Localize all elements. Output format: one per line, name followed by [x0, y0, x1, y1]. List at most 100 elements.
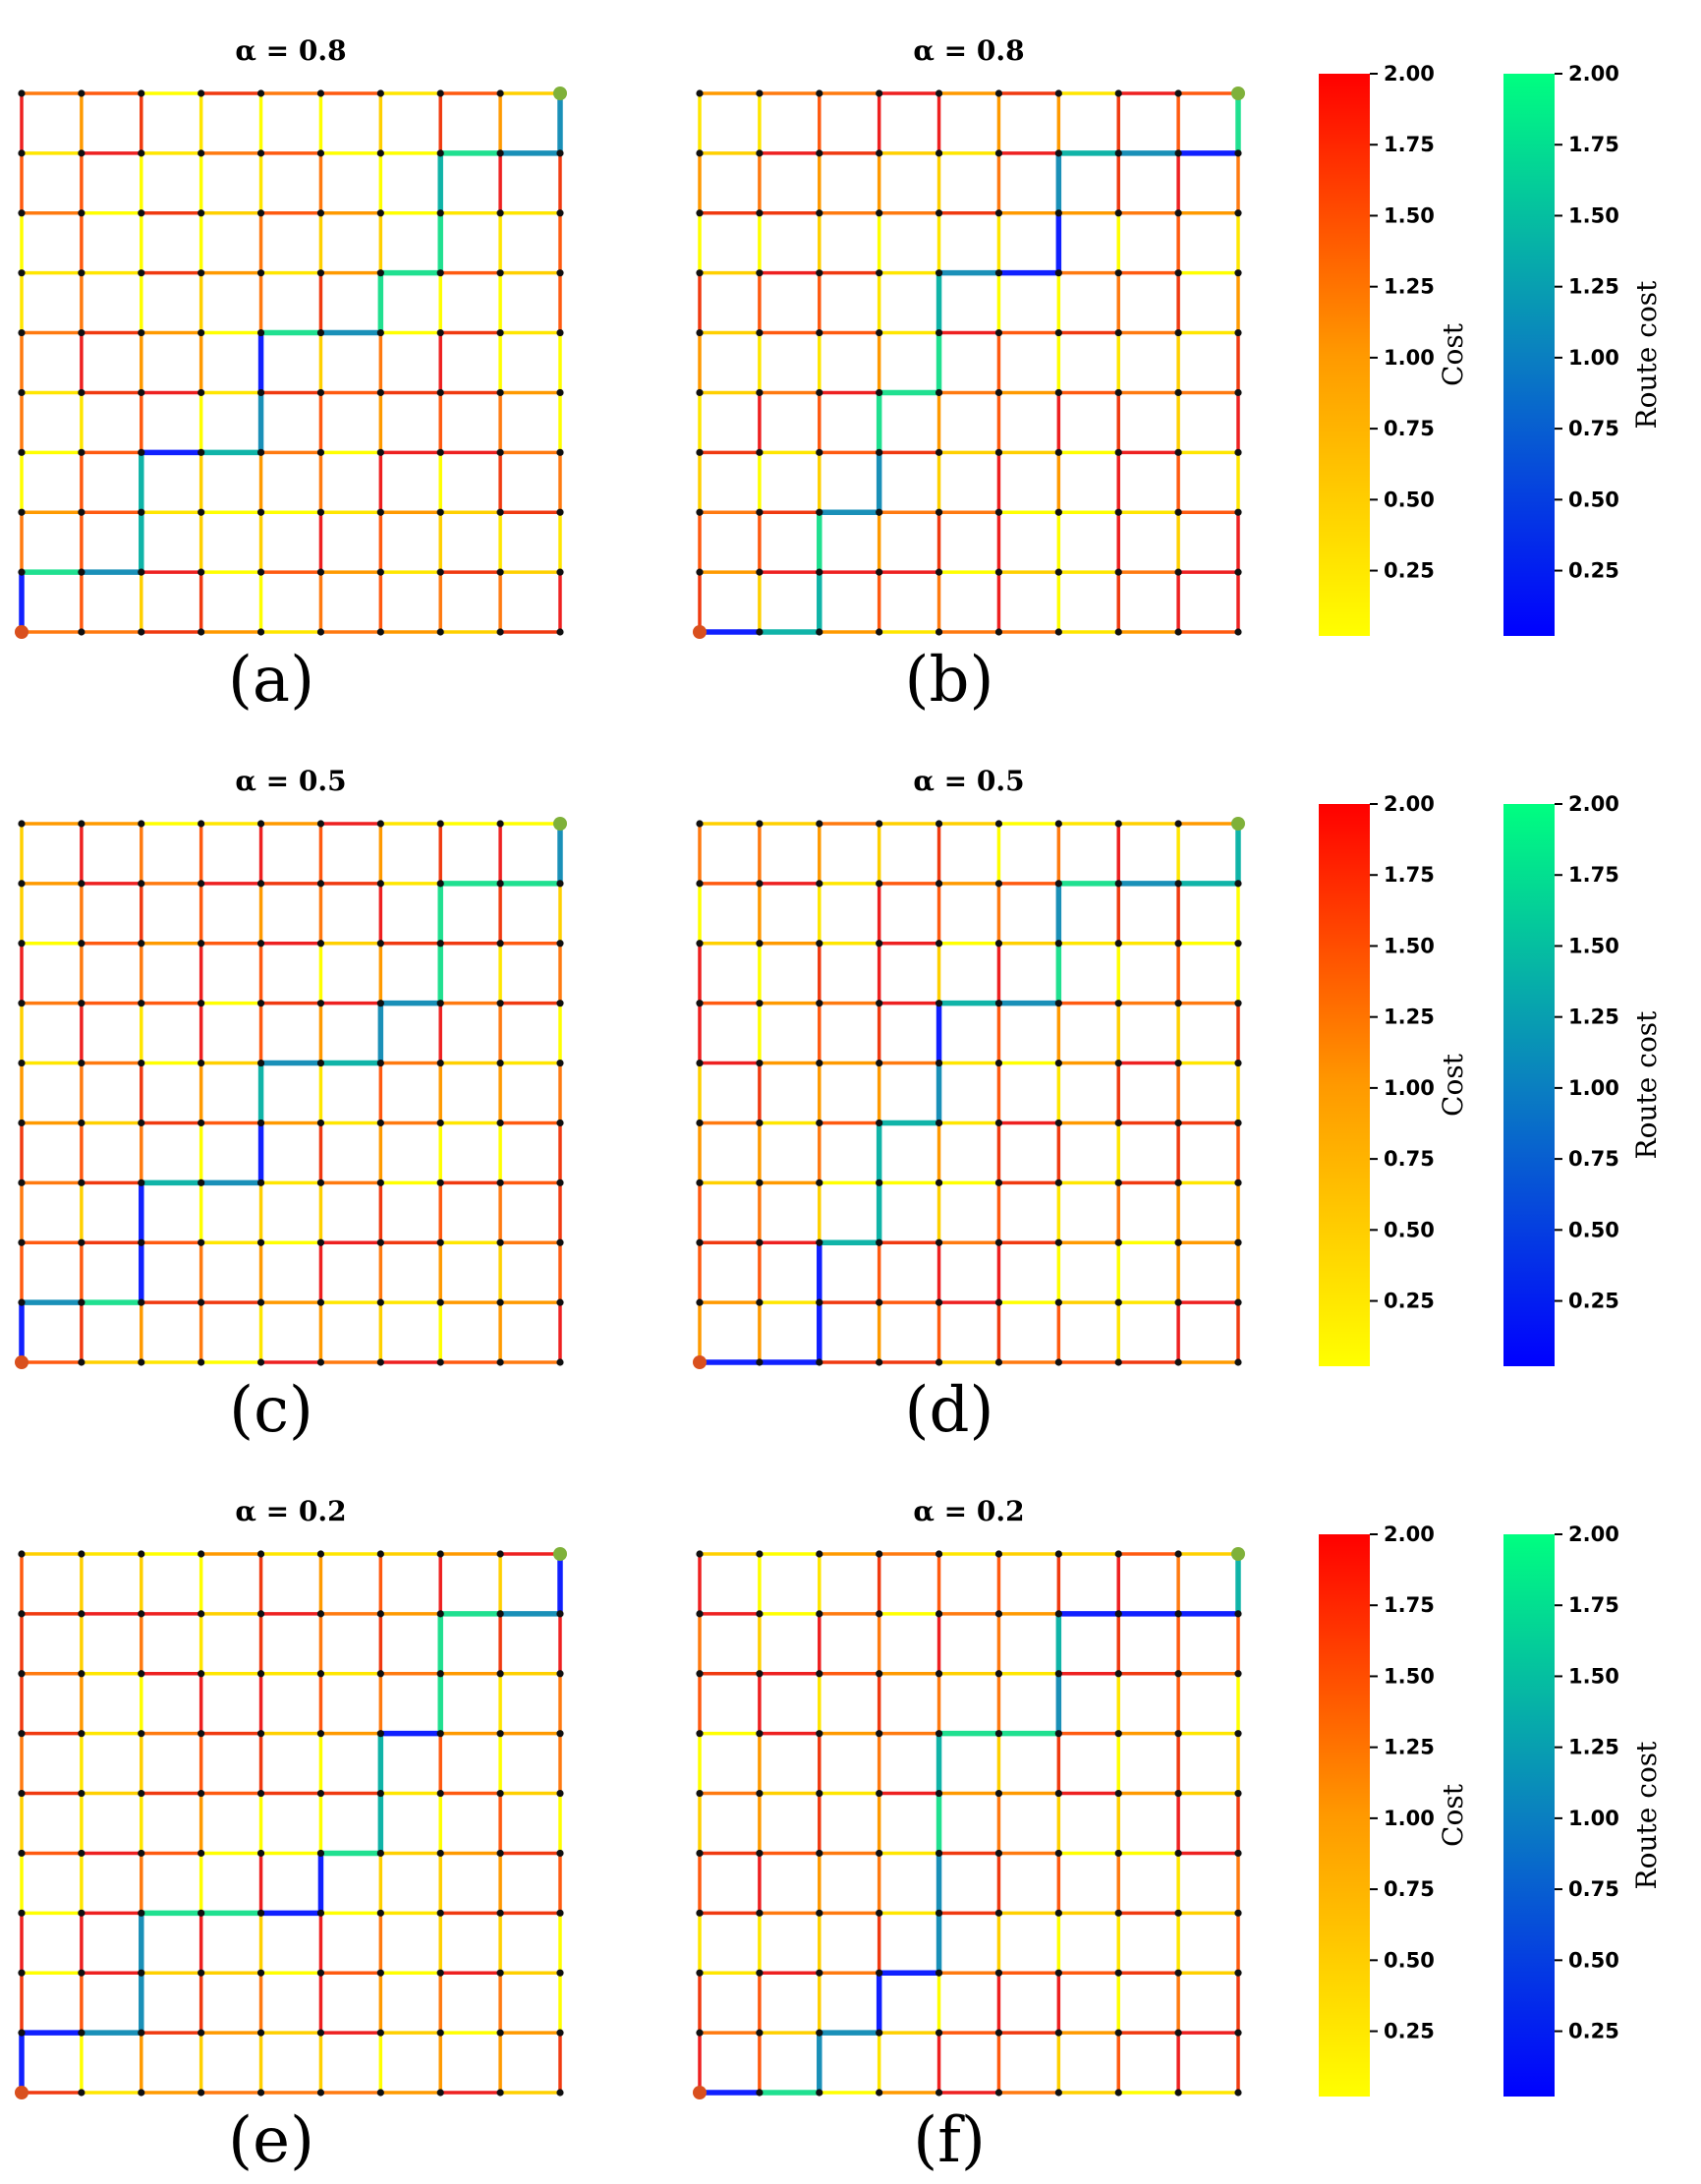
grid-node	[138, 1059, 145, 1067]
grid-node	[436, 940, 444, 948]
grid-node	[696, 508, 704, 516]
grid-node	[696, 1550, 704, 1558]
grid-node	[556, 1119, 564, 1127]
grid-node	[756, 880, 764, 888]
grid-node	[816, 269, 823, 277]
grid-node	[1054, 1670, 1062, 1678]
grid-node	[18, 1730, 26, 1738]
grid-nodes	[693, 817, 1245, 1369]
grid-node	[1114, 1238, 1122, 1246]
grid-node	[78, 508, 85, 516]
grid-node	[18, 1000, 26, 1007]
grid-node	[994, 1119, 1003, 1127]
grid-node	[816, 448, 823, 456]
grid-node	[138, 1238, 145, 1246]
grid-node	[376, 1849, 384, 1858]
grid-node	[256, 1610, 265, 1618]
goal-node	[553, 86, 567, 100]
grid-node	[756, 508, 764, 516]
grid-nodes	[15, 817, 567, 1369]
grid-node	[994, 89, 1003, 97]
grid-node	[696, 209, 704, 217]
grid-node	[756, 149, 764, 157]
grid-node	[1234, 1298, 1242, 1306]
panel-c: α = 0.5 (c)	[15, 765, 567, 1447]
grid-node	[696, 1969, 704, 1977]
grid-node	[876, 149, 883, 157]
grid-node	[556, 209, 564, 217]
grid-node	[138, 1000, 145, 1007]
grid-node	[198, 1969, 205, 1977]
grid-node	[556, 1789, 564, 1798]
grid-node	[816, 1849, 823, 1858]
grid-node	[436, 820, 444, 828]
grid-node	[816, 508, 823, 516]
grid-node	[496, 1730, 504, 1738]
grid-node	[994, 1969, 1003, 1977]
grid-node	[436, 568, 444, 576]
goal-node	[1231, 86, 1245, 100]
grid-node	[376, 1969, 384, 1977]
grid-node	[18, 568, 26, 576]
grid-node	[138, 149, 145, 157]
grid-node	[78, 1119, 85, 1127]
colorbar-cost: 0.25 0.50 0.75 1.00 1.25 1.50 1.75 2.00 Cost	[1319, 62, 1469, 636]
grid-node	[1054, 1909, 1062, 1917]
grid-node	[376, 1238, 384, 1246]
grid-node	[18, 1610, 26, 1618]
grid-node	[78, 1000, 85, 1007]
grid-node	[1054, 1238, 1062, 1246]
grid-node	[556, 1000, 564, 1007]
colorbar-tick-label: 1.50	[1568, 203, 1619, 227]
grid-node	[876, 1849, 883, 1858]
grid-node	[316, 568, 325, 576]
grid-node	[1054, 2029, 1062, 2037]
grid-node	[316, 89, 325, 97]
grid-node	[816, 1119, 823, 1127]
start-node	[15, 625, 28, 639]
grid-node	[78, 1730, 85, 1738]
grid-node	[994, 328, 1003, 337]
grid-node	[436, 2089, 444, 2097]
grid-node	[756, 328, 764, 337]
grid-node	[376, 568, 384, 576]
grid-node	[816, 1059, 823, 1067]
grid-node	[376, 820, 384, 828]
grid-node	[376, 1000, 384, 1007]
grid-node	[994, 1730, 1003, 1738]
grid-node	[496, 1059, 504, 1067]
grid-node	[496, 2089, 504, 2097]
grid-node	[316, 2089, 325, 2097]
grid-node	[18, 880, 26, 888]
colorbar-tick-label: 0.75	[1384, 417, 1435, 440]
grid-node	[1174, 89, 1182, 97]
grid-node	[496, 1238, 504, 1246]
grid-node	[138, 1849, 145, 1858]
colorbar-tick-label: 1.50	[1384, 203, 1435, 227]
grid-node	[935, 568, 943, 576]
grid-node	[376, 1610, 384, 1618]
grid-node	[756, 1238, 764, 1246]
grid-node	[1054, 388, 1062, 397]
grid-node	[1174, 1789, 1182, 1798]
grid-node	[1234, 1789, 1242, 1798]
grid-node	[1234, 149, 1242, 157]
grid-node	[994, 1358, 1003, 1366]
colorbar-tick-label: 0.25	[1568, 559, 1619, 583]
grid-edges	[20, 822, 562, 1364]
grid-node	[496, 209, 504, 217]
grid-node	[496, 269, 504, 277]
grid-node	[496, 1610, 504, 1618]
panel-e: α = 0.2 (e)	[15, 1495, 567, 2177]
grid-node	[1054, 820, 1062, 828]
grid-node	[1054, 508, 1062, 516]
grid-node	[18, 1550, 26, 1558]
grid-node	[138, 2089, 145, 2097]
grid-node	[935, 1730, 943, 1738]
grid-node	[1174, 628, 1182, 636]
grid-node	[1054, 1000, 1062, 1007]
colorbar-tick-label: 1.75	[1568, 133, 1619, 156]
grid-node	[935, 269, 943, 277]
colorbar-tick-label: 1.75	[1384, 1593, 1435, 1617]
grid-node	[816, 2089, 823, 2097]
